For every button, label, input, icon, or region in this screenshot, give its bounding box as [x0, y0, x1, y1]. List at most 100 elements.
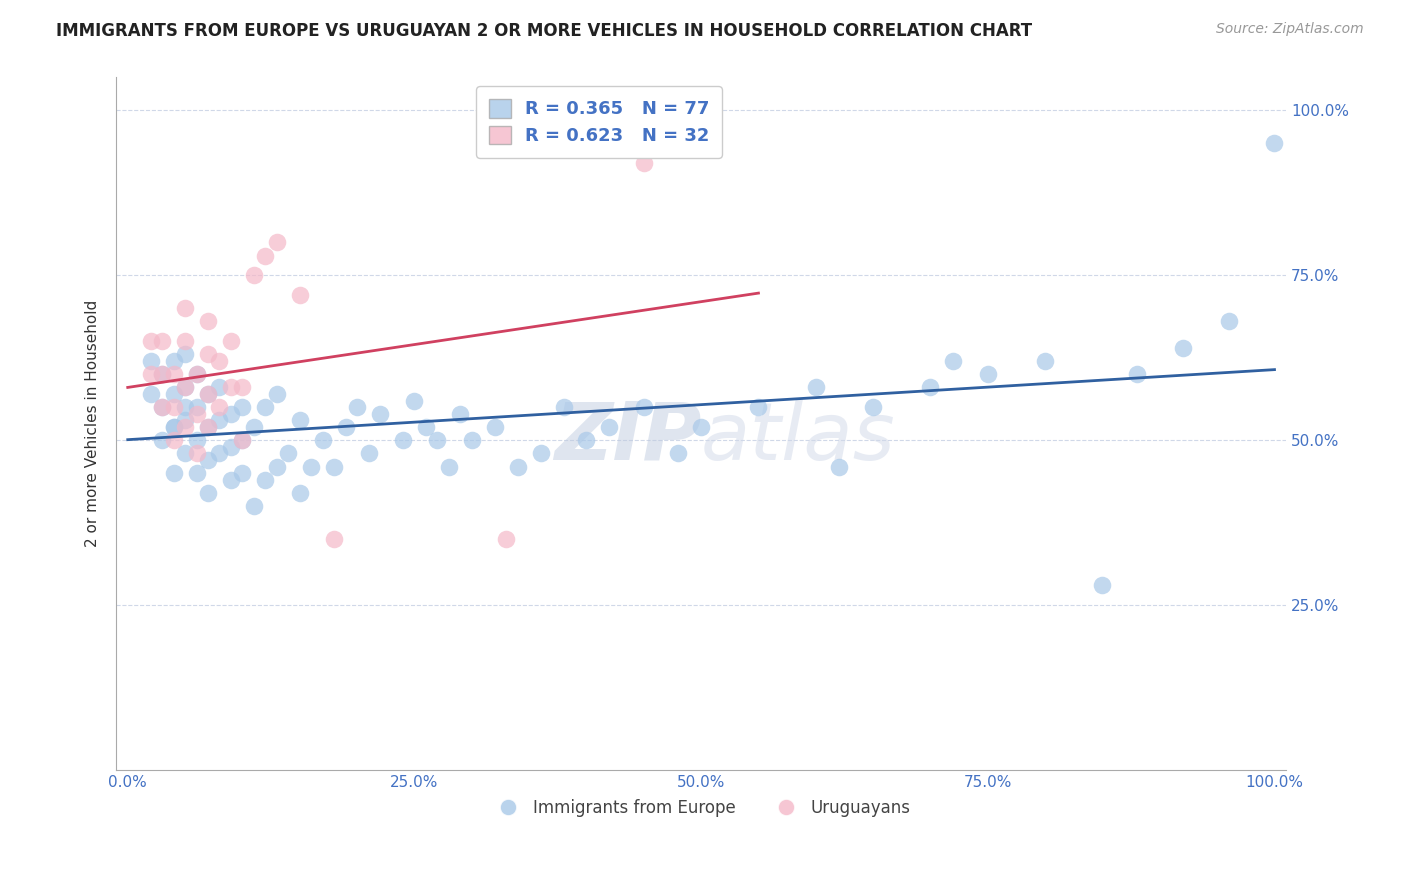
- Point: [368, 407, 391, 421]
- Point: [346, 401, 368, 415]
- Point: [197, 347, 219, 361]
- Point: [162, 387, 184, 401]
- Point: [186, 446, 208, 460]
- Point: [197, 420, 219, 434]
- Point: [437, 459, 460, 474]
- Point: [666, 446, 689, 460]
- Point: [977, 368, 1000, 382]
- Point: [392, 434, 415, 448]
- Point: [1263, 136, 1285, 151]
- Point: [174, 401, 197, 415]
- Text: Source: ZipAtlas.com: Source: ZipAtlas.com: [1216, 22, 1364, 37]
- Point: [174, 301, 197, 316]
- Point: [197, 486, 219, 500]
- Point: [323, 532, 346, 546]
- Point: [243, 499, 266, 513]
- Point: [150, 401, 173, 415]
- Point: [150, 334, 173, 349]
- Point: [139, 354, 162, 368]
- Point: [266, 459, 288, 474]
- Point: [186, 434, 208, 448]
- Point: [231, 434, 253, 448]
- Point: [162, 466, 184, 480]
- Point: [484, 420, 506, 434]
- Point: [1033, 354, 1056, 368]
- Point: [197, 420, 219, 434]
- Point: [139, 334, 162, 349]
- Point: [633, 156, 655, 170]
- Point: [575, 434, 598, 448]
- Point: [150, 434, 173, 448]
- Point: [139, 387, 162, 401]
- Point: [426, 434, 449, 448]
- Point: [299, 459, 322, 474]
- Point: [266, 387, 288, 401]
- Point: [553, 401, 575, 415]
- Point: [243, 420, 266, 434]
- Point: [449, 407, 471, 421]
- Point: [150, 368, 173, 382]
- Point: [1126, 368, 1149, 382]
- Point: [219, 380, 242, 394]
- Point: [208, 413, 231, 427]
- Point: [150, 401, 173, 415]
- Point: [231, 380, 253, 394]
- Point: [219, 334, 242, 349]
- Point: [506, 459, 529, 474]
- Point: [197, 453, 219, 467]
- Y-axis label: 2 or more Vehicles in Household: 2 or more Vehicles in Household: [86, 300, 100, 548]
- Point: [404, 393, 426, 408]
- Point: [1091, 578, 1114, 592]
- Point: [186, 407, 208, 421]
- Text: IMMIGRANTS FROM EUROPE VS URUGUAYAN 2 OR MORE VEHICLES IN HOUSEHOLD CORRELATION : IMMIGRANTS FROM EUROPE VS URUGUAYAN 2 OR…: [56, 22, 1032, 40]
- Point: [690, 420, 713, 434]
- Point: [208, 380, 231, 394]
- Point: [186, 368, 208, 382]
- Point: [197, 387, 219, 401]
- Point: [942, 354, 965, 368]
- Point: [529, 446, 551, 460]
- Point: [139, 368, 162, 382]
- Point: [174, 446, 197, 460]
- Point: [197, 387, 219, 401]
- Text: atlas: atlas: [702, 399, 896, 476]
- Point: [323, 459, 346, 474]
- Point: [804, 380, 827, 394]
- Point: [254, 401, 277, 415]
- Point: [219, 440, 242, 454]
- Point: [243, 268, 266, 283]
- Point: [633, 401, 655, 415]
- Point: [288, 486, 311, 500]
- Point: [174, 347, 197, 361]
- Point: [219, 473, 242, 487]
- Point: [150, 368, 173, 382]
- Point: [174, 413, 197, 427]
- Point: [920, 380, 942, 394]
- Point: [231, 466, 253, 480]
- Point: [186, 466, 208, 480]
- Point: [598, 420, 620, 434]
- Point: [747, 401, 769, 415]
- Point: [162, 354, 184, 368]
- Point: [219, 407, 242, 421]
- Point: [186, 401, 208, 415]
- Point: [208, 446, 231, 460]
- Point: [254, 473, 277, 487]
- Point: [828, 459, 851, 474]
- Point: [208, 401, 231, 415]
- Point: [162, 401, 184, 415]
- Point: [862, 401, 884, 415]
- Point: [174, 334, 197, 349]
- Legend: Immigrants from Europe, Uruguayans: Immigrants from Europe, Uruguayans: [485, 793, 918, 824]
- Point: [335, 420, 357, 434]
- Text: ZIP: ZIP: [554, 399, 702, 476]
- Point: [312, 434, 335, 448]
- Point: [461, 434, 484, 448]
- Point: [162, 420, 184, 434]
- Point: [231, 434, 253, 448]
- Point: [162, 434, 184, 448]
- Point: [208, 354, 231, 368]
- Point: [254, 248, 277, 262]
- Point: [231, 401, 253, 415]
- Point: [186, 368, 208, 382]
